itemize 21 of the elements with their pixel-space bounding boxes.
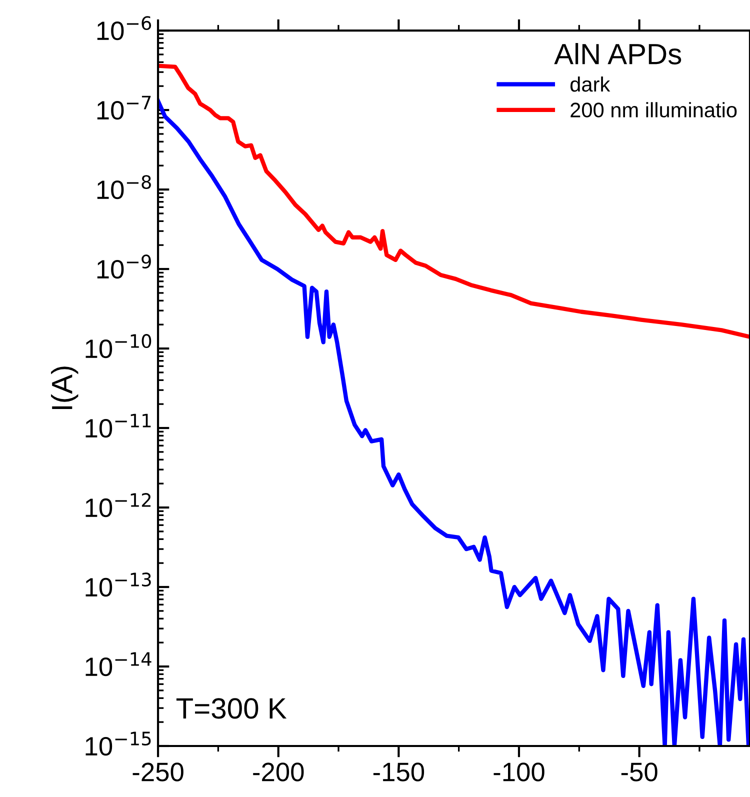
annotation: T=300 K bbox=[176, 698, 287, 719]
x-tick-label: -250 bbox=[132, 762, 184, 782]
line-series bbox=[158, 64, 750, 339]
legend-title: AlN APDs bbox=[554, 43, 682, 64]
y-tick-label: 10$^{−6}$ bbox=[97, 16, 152, 40]
y-tick-label: 10$^{−11}$ bbox=[86, 414, 151, 438]
y-tick-label: 10$^{−13}$ bbox=[86, 572, 151, 597]
x-tick-label: -150 bbox=[373, 762, 424, 782]
x-tick-label: -50 bbox=[621, 762, 658, 782]
y-tick-label: 10$^{−14}$ bbox=[86, 652, 152, 676]
y-tick-label: 10$^{−7}$ bbox=[97, 96, 151, 120]
legend-label: dark bbox=[570, 76, 610, 92]
y-tick-label: 10$^{−10}$ bbox=[86, 334, 152, 358]
y-tick-label: 10$^{−9}$ bbox=[97, 254, 151, 279]
x-tick-label: -200 bbox=[253, 762, 304, 782]
y-tick-label: 10$^{−8}$ bbox=[97, 175, 151, 200]
y-tick-label: 10$^{−15}$ bbox=[86, 732, 151, 756]
x-tick-label: -100 bbox=[494, 762, 544, 782]
y-tick-label: 10$^{−12}$ bbox=[86, 493, 150, 518]
legend-label: 200 nm illuminatio bbox=[570, 102, 737, 118]
y-axis-title: I(A) bbox=[51, 366, 78, 410]
